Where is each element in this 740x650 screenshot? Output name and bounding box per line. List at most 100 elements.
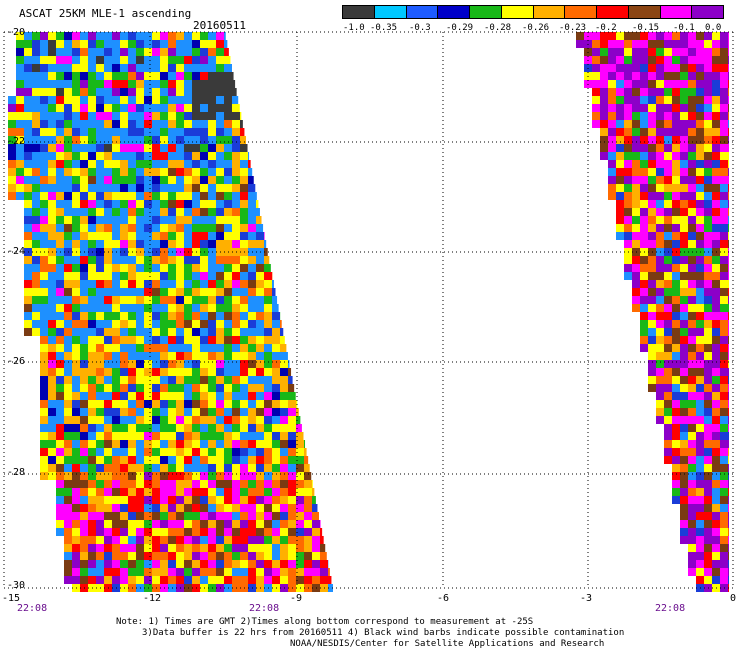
swath-cell (120, 368, 128, 376)
swath-cell (648, 48, 656, 56)
swath-cell (16, 136, 24, 144)
swath-cell (696, 128, 704, 136)
swath-cell (88, 280, 96, 288)
swath-cell (264, 384, 272, 392)
swath-cell (192, 32, 200, 40)
swath-cell (272, 360, 280, 368)
swath-cell (192, 48, 200, 56)
swath-cell (728, 32, 729, 40)
swath-cell (240, 456, 248, 464)
swath-cell (72, 184, 80, 192)
swath-cell (216, 480, 224, 488)
swath-cell (32, 40, 40, 48)
swath-cell (616, 176, 624, 184)
swath-cell (96, 472, 104, 480)
swath-cell (680, 488, 688, 496)
swath-cell (184, 328, 192, 336)
swath-cell (192, 280, 200, 288)
swath-cell (632, 208, 640, 216)
swath-cell (704, 216, 712, 224)
swath-cell (32, 128, 40, 136)
swath-cell (672, 288, 680, 296)
swath-cell (96, 72, 104, 80)
swath-cell (96, 200, 104, 208)
swath-cell (24, 112, 32, 120)
swath-cell (144, 176, 152, 184)
swath-cell (712, 216, 720, 224)
swath-cell (88, 32, 96, 40)
swath-cell (136, 440, 144, 448)
swath-cell (72, 224, 80, 232)
swath-cell (240, 408, 248, 416)
swath-cell (192, 168, 200, 176)
swath-cell (176, 280, 184, 288)
swath-cell (128, 456, 136, 464)
swath-cell (80, 560, 88, 568)
swath-cell (616, 184, 624, 192)
swath-cell (728, 368, 729, 376)
swath-cell (120, 384, 128, 392)
swath-cell (168, 256, 176, 264)
swath-cell (184, 504, 192, 512)
swath-cell (104, 112, 112, 120)
swath-cell (72, 72, 80, 80)
swath-cell (72, 256, 80, 264)
swath-cell (112, 152, 120, 160)
swath-cell (152, 368, 160, 376)
swath-cell (648, 352, 656, 360)
swath-cell (664, 32, 672, 40)
swath-cell (240, 496, 248, 504)
swath-cell (120, 40, 128, 48)
swath-cell (576, 32, 584, 40)
swath-cell (264, 264, 271, 272)
swath-cell (704, 360, 712, 368)
swath-cell (672, 416, 680, 424)
swath-cell (48, 400, 56, 408)
swath-cell (160, 456, 168, 464)
swath-cell (672, 104, 680, 112)
swath-cell (208, 224, 216, 232)
swath-cell (80, 512, 88, 520)
swath-cell (232, 152, 240, 160)
swath-cell (200, 576, 208, 584)
swath-cell (224, 256, 232, 264)
swath-cell (128, 432, 136, 440)
swath-cell (104, 56, 112, 64)
swath-cell (664, 352, 672, 360)
swath-cell (728, 176, 729, 184)
swath-cell (72, 232, 80, 240)
swath-cell (112, 280, 120, 288)
swath-cell (136, 496, 144, 504)
swath-cell (712, 40, 720, 48)
swath-cell (680, 472, 688, 480)
swath-cell (80, 208, 88, 216)
swath-cell (272, 464, 280, 472)
swath-cell (624, 216, 632, 224)
swath-cell (640, 272, 648, 280)
swath-cell (176, 64, 184, 72)
swath-cell (264, 528, 272, 536)
swath-cell (192, 480, 200, 488)
swath-cell (24, 152, 32, 160)
swath-cell (264, 416, 272, 424)
swath-cell (80, 56, 88, 64)
swath-cell (200, 504, 208, 512)
swath-cell (728, 480, 729, 488)
swath-cell (720, 176, 728, 184)
swath-cell (136, 336, 144, 344)
swath-cell (184, 448, 192, 456)
swath-cell (200, 280, 208, 288)
swath-cell (80, 344, 88, 352)
swath-cell (136, 368, 144, 376)
swath-cell (216, 312, 224, 320)
swath-cell (160, 376, 168, 384)
swath-cell (184, 512, 192, 520)
swath-cell (216, 416, 224, 424)
swath-cell (136, 384, 144, 392)
swath-cell (232, 312, 240, 320)
swath-cell (176, 168, 184, 176)
swath-cell (88, 96, 96, 104)
swath-cell (88, 104, 96, 112)
swath-cell (720, 224, 728, 232)
swath-cell (264, 488, 272, 496)
